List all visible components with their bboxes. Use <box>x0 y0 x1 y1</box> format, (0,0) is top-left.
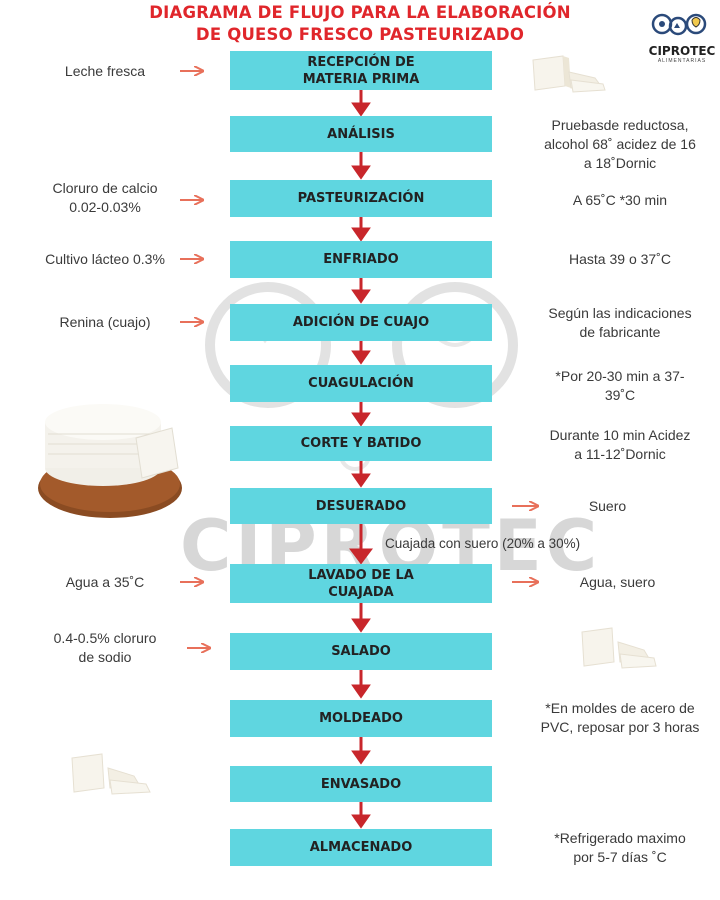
step-desuerado: DESUERADO <box>230 488 492 524</box>
step-adicion-cuajo: ADICIÓN DE CUAJO <box>230 304 492 341</box>
flow-arrow <box>351 670 371 699</box>
ciprotec-logo-icon <box>651 13 707 36</box>
step-label: SALADO <box>331 644 391 659</box>
flow-arrow <box>351 152 371 180</box>
input-renina: Renina (cuajo) <box>59 314 151 330</box>
cheese-wheel-image <box>38 404 182 518</box>
condition-enfriado: Hasta 39 o 37˚C <box>569 251 671 267</box>
mid-note-cuajada: Cuajada con suero (20% a 30%) <box>385 536 581 551</box>
step-salado: SALADO <box>230 633 492 670</box>
page-title: DIAGRAMA DE FLUJO PARA LA ELABORACIÓN DE… <box>110 2 610 46</box>
flow-arrow <box>351 737 371 765</box>
step-label: MOLDEADO <box>319 711 403 726</box>
step-cuagulacion: CUAGULACIÓN <box>230 365 492 402</box>
condition-corte: Durante 10 min Acidez a 11-12˚Dornic <box>549 427 691 462</box>
condition-almacenado: *Refrigerado maximo por 5-7 días ˚C <box>554 830 686 865</box>
flow-arrow <box>351 278 371 304</box>
step-pasteurizacion: PASTEURIZACIÓN <box>230 180 492 217</box>
flow-arrow <box>349 524 373 565</box>
step-label: ENVASADO <box>320 776 402 792</box>
flow-arrow <box>351 603 371 633</box>
step-lavado-cuajada: LAVADO DE LA CUAJADA <box>230 564 492 603</box>
step-label: ANÁLISIS <box>327 126 395 142</box>
cheese-slice-image <box>581 627 657 669</box>
flow-arrow <box>351 402 371 427</box>
step-label: CUAGULACIÓN <box>308 376 414 391</box>
step-moldeado: MOLDEADO <box>230 700 492 737</box>
step-corte-batido: CORTE Y BATIDO <box>230 426 492 461</box>
step-label: LAVADO DE LA CUAJADA <box>308 567 414 600</box>
step-label: CORTE Y BATIDO <box>300 436 422 451</box>
logo-name: CIPROTEC <box>648 44 716 58</box>
title-line-2: DE QUESO FRESCO PASTEURIZADO <box>195 25 525 44</box>
step-envasado: ENVASADO <box>230 766 492 802</box>
input-agua: Agua a 35˚C <box>65 574 145 590</box>
flow-arrow <box>351 461 371 488</box>
step-label: ADICIÓN DE CUAJO <box>292 315 430 330</box>
step-label: DESUERADO <box>315 498 407 514</box>
condition-cuajo: Según las indicaciones de fabricante <box>548 305 692 340</box>
condition-pasteurizacion: A 65˚C *30 min <box>572 192 668 208</box>
condition-analisis: Pruebasde reductosa, alcohol 68˚ acidez … <box>544 117 696 171</box>
condition-cuagulacion: *Por 20-30 min a 37- 39˚C <box>555 368 685 403</box>
step-label: ENFRIADO <box>323 252 399 267</box>
input-cloruro-calcio: Cloruro de calcio 0.02-0.03% <box>52 180 158 215</box>
step-label: RECEPCIÓN DE MATERIA PRIMA <box>302 54 420 87</box>
step-analisis: ANÁLISIS <box>230 116 492 152</box>
flow-arrow <box>351 90 371 117</box>
output-agua-suero: Agua, suero <box>579 574 656 590</box>
flow-arrow <box>351 217 371 242</box>
cheese-slice-image <box>71 753 151 795</box>
step-label: ALMACENADO <box>309 840 413 855</box>
condition-moldeado: *En moldes de acero de PVC, reposar por … <box>540 700 700 735</box>
step-almacenado: ALMACENADO <box>230 829 492 866</box>
flow-arrow <box>351 802 371 829</box>
cheese-slice-image <box>532 55 606 93</box>
step-label: PASTEURIZACIÓN <box>297 191 425 206</box>
logo-subtitle: ALIMENTARIAS <box>657 58 707 64</box>
step-recepcion: RECEPCIÓN DE MATERIA PRIMA <box>230 51 492 90</box>
output-suero: Suero <box>588 498 627 514</box>
input-cultivo: Cultivo lácteo 0.3% <box>45 251 165 267</box>
input-leche: Leche fresca <box>64 63 146 79</box>
input-cloruro-sodio: 0.4-0.5% cloruro de sodio <box>53 630 157 665</box>
title-line-1: DIAGRAMA DE FLUJO PARA LA ELABORACIÓN <box>149 3 571 22</box>
flow-arrow <box>351 341 371 365</box>
step-enfriado: ENFRIADO <box>230 241 492 278</box>
